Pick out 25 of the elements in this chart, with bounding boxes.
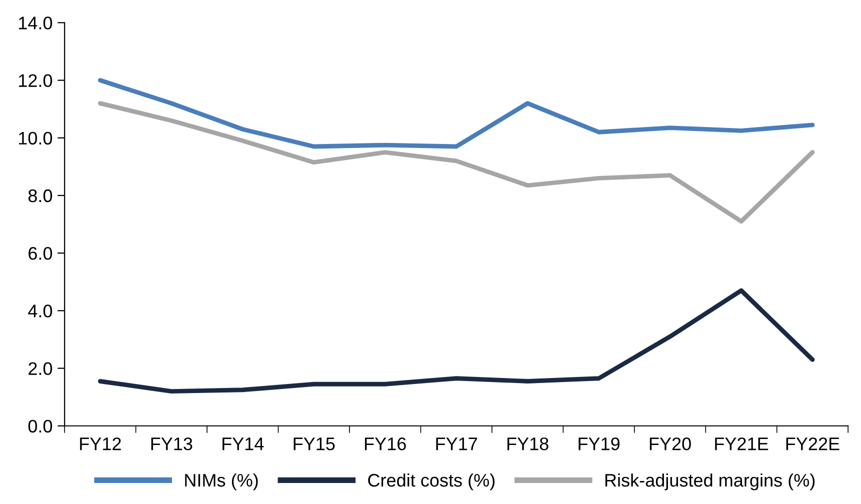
y-tick-label: 8.0 xyxy=(28,189,52,202)
x-tick-label: FY21E xyxy=(715,437,768,450)
x-tick-label: FY13 xyxy=(151,437,192,450)
y-tick-label: 6.0 xyxy=(28,247,52,260)
x-tick-label: FY14 xyxy=(222,438,264,450)
legend-label: Credit costs (%) xyxy=(368,473,495,490)
x-tick-label: FY22E xyxy=(786,437,840,450)
y-tick-label: 10.0 xyxy=(19,132,52,145)
x-tick-label: FY16 xyxy=(365,437,406,450)
y-tick-label: 4.0 xyxy=(28,304,52,318)
y-tick-label: 2.0 xyxy=(28,362,52,375)
x-tick-label: FY12 xyxy=(80,437,121,450)
y-tick-label: 0.0 xyxy=(28,420,52,433)
line-series xyxy=(98,288,815,394)
x-tick-label: FY19 xyxy=(578,437,620,450)
x-tick-label: FY18 xyxy=(507,437,548,450)
legend-label: Risk-adjusted margins (%) xyxy=(605,473,815,490)
x-tick-label: FY15 xyxy=(294,438,335,450)
legend-label: NIMs (%) xyxy=(185,473,258,490)
y-tick-label: 14.0 xyxy=(19,16,52,30)
x-tick-label: FY20 xyxy=(650,437,691,450)
line-series xyxy=(98,101,815,224)
y-tick-label: 12.0 xyxy=(19,74,52,87)
line-series xyxy=(98,78,815,149)
x-tick-label: FY17 xyxy=(436,438,477,450)
